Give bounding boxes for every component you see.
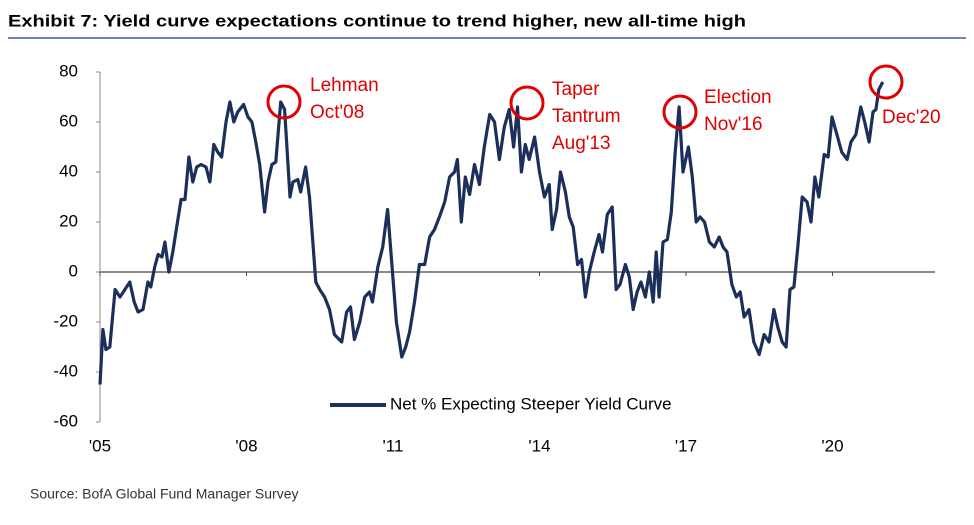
annotation-text: Oct'08 <box>310 102 364 123</box>
annotation-text: Aug'13 <box>552 133 611 154</box>
y-tick-label: 40 <box>59 161 78 180</box>
annotation-text: Taper <box>552 79 600 100</box>
y-tick-label: 60 <box>59 111 78 130</box>
annotation-circle <box>662 94 698 130</box>
data-line <box>98 81 885 385</box>
x-tick-label: '17 <box>675 436 697 455</box>
x-tick-label: '08 <box>235 436 257 455</box>
y-tick-label: -20 <box>53 311 78 330</box>
chart-title: Exhibit 7: Yield curve expectations cont… <box>8 11 746 30</box>
annotation-text: Dec'20 <box>882 107 941 128</box>
annotation-circle <box>266 84 302 120</box>
x-tick-label: '14 <box>528 436 550 455</box>
y-tick-label: 80 <box>59 61 78 80</box>
y-tick-label: 0 <box>69 261 78 280</box>
x-tick-label: '20 <box>821 436 843 455</box>
legend-label: Net % Expecting Steeper Yield Curve <box>390 394 672 413</box>
x-tick-label: '11 <box>383 436 404 455</box>
annotation-circle <box>509 85 545 121</box>
source-note: Source: BofA Global Fund Manager Survey <box>30 486 298 502</box>
annotation-text: Nov'16 <box>704 114 763 135</box>
x-tick-label: '05 <box>89 436 111 455</box>
y-tick-label: -60 <box>53 411 78 430</box>
y-tick-label: -40 <box>53 361 78 380</box>
annotation-circle <box>868 64 904 100</box>
annotation-text: Lehman <box>310 75 379 96</box>
annotation-text: Election <box>704 87 772 108</box>
annotation-text: Tantrum <box>552 106 621 127</box>
y-tick-label: 20 <box>59 211 78 230</box>
